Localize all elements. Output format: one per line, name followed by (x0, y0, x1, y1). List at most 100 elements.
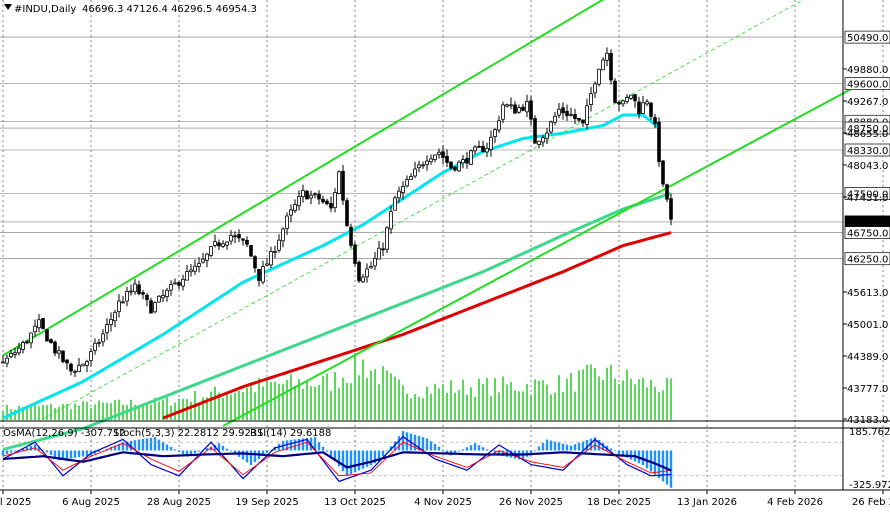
candle-body (17, 347, 21, 354)
y-tick-label: 44389.0 (847, 352, 888, 363)
channel-line (2, 0, 605, 357)
candle-body (205, 253, 209, 261)
candle-body (5, 357, 9, 364)
rsi-label: RSI(14) 29.6188 (250, 428, 331, 439)
candle-body (365, 268, 369, 278)
candle-body (153, 302, 157, 313)
candle-body (325, 200, 329, 205)
y-tick-label: 50490.0 (847, 33, 888, 44)
candle-body (593, 83, 597, 94)
candle-body (621, 100, 625, 105)
candle-body (201, 258, 205, 263)
candle-body (273, 250, 277, 253)
candle-body (609, 53, 613, 81)
level-price-box (844, 252, 890, 266)
candle-body (585, 105, 589, 125)
candle-body (345, 200, 349, 227)
y-tick-label: 45613.0 (847, 288, 888, 299)
stoch-label: Stoch(5,3,3) 22.2812 29.9231 (113, 428, 264, 439)
candle-body (361, 276, 365, 283)
candle-body (105, 324, 109, 334)
candle-body (553, 115, 557, 123)
y-tick-label: 48330.0 (847, 146, 888, 157)
candle-body (321, 198, 325, 203)
symbol-label: #INDU,Daily (14, 4, 76, 15)
candle-body (425, 160, 429, 166)
candle-body (441, 151, 445, 158)
candle-body (513, 104, 517, 114)
candle-body (161, 295, 165, 299)
channel-line (222, 77, 872, 427)
candle-body (137, 284, 141, 295)
candle-body (285, 215, 289, 229)
candle-body (225, 241, 229, 246)
candle-body (649, 102, 653, 117)
candle-body (541, 137, 545, 143)
candle-body (525, 100, 529, 113)
candle-body (413, 168, 417, 177)
ohlc-values: 46696.3 47126.4 46296.5 46954.3 (82, 4, 257, 15)
candle-body (617, 101, 621, 105)
candle-body (117, 300, 121, 312)
symbol-arrow-icon (4, 4, 12, 10)
stoch-signal-line (2, 441, 672, 477)
candle-body (1, 361, 5, 364)
candle-body (213, 241, 217, 246)
candle-body (37, 319, 41, 329)
candle-body (481, 145, 485, 153)
candle-body (601, 59, 605, 71)
y-tick-label: 48043.0 (847, 161, 888, 172)
y-tick-label: 48750.0 (847, 124, 888, 135)
candle-body (605, 52, 609, 61)
candle-body (529, 100, 533, 120)
candle-body (73, 371, 77, 373)
candle-body (101, 333, 105, 343)
candle-body (189, 269, 193, 273)
candle-body (289, 209, 293, 216)
candle-body (669, 198, 673, 220)
candle-body (313, 193, 317, 196)
candle-body (349, 226, 353, 246)
candle-body (557, 108, 561, 116)
candle-body (121, 301, 125, 304)
y-tick-label: 46250.0 (847, 255, 888, 266)
candle-body (293, 204, 297, 212)
candle-body (185, 271, 189, 281)
y-tick-label: 47500.0 (847, 189, 888, 200)
candle-body (377, 247, 381, 260)
candle-body (641, 102, 645, 114)
candle-body (217, 242, 221, 247)
candle-body (509, 104, 513, 107)
candle-body (561, 107, 565, 114)
candle-body (181, 278, 185, 287)
candle-body (573, 114, 577, 120)
candle-body (133, 283, 137, 293)
candle-body (501, 104, 505, 120)
candle-body (125, 290, 129, 302)
candle-body (337, 171, 341, 194)
current-price-label: 46954.3 (847, 218, 888, 229)
x-tick-label: 15 Jul 2025 (0, 497, 31, 508)
candle-body (77, 364, 81, 373)
candle-body (49, 339, 53, 344)
y-tick-label: 45001.0 (847, 320, 888, 331)
candle-body (241, 238, 245, 241)
candle-body (145, 294, 149, 300)
candle-body (545, 132, 549, 139)
candle-body (193, 265, 197, 272)
candle-body (393, 197, 397, 211)
x-tick-label: 4 Nov 2025 (414, 497, 472, 508)
candle-body (265, 263, 269, 266)
candle-body (269, 251, 273, 266)
candle-body (177, 282, 181, 286)
y-tick-label: 49267.0 (847, 97, 888, 108)
candle-body (237, 234, 241, 239)
y-tick-label: 48655.0 (847, 129, 888, 140)
candle-body (645, 101, 649, 105)
candle-body (357, 261, 361, 282)
candle-body (85, 361, 89, 366)
y-tick-label: 43777.0 (847, 384, 888, 395)
stoch-main-line (2, 435, 672, 483)
